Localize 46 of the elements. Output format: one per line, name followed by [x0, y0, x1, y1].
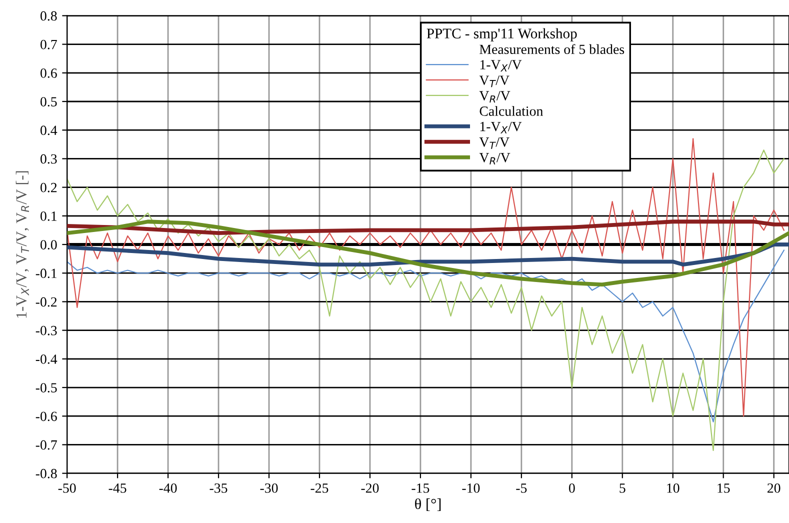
legend-label: V$_{T}$/V — [479, 137, 510, 149]
x-tick-label: -50 — [58, 483, 76, 493]
annotation: Calculation — [480, 106, 543, 116]
legend-title: PPTC - smp'11 Workshop — [426, 28, 577, 42]
x-tick-label: -30 — [260, 483, 278, 493]
y-tick-label: 0.4 — [40, 126, 58, 136]
x-tick-label: 5 — [620, 484, 626, 493]
legend-label: V$_{R}$/V — [479, 91, 510, 103]
y-tick-label: 0.2 — [40, 182, 57, 192]
x-tick-label: -35 — [210, 483, 228, 493]
line-series — [67, 220, 789, 236]
y-tick-label: 0.8 — [40, 11, 57, 21]
x-tick-label: -40 — [159, 483, 177, 493]
y-tick-label: -0.6 — [36, 412, 57, 422]
x-axis-title: θ [°] — [415, 498, 441, 512]
y-tick-label: 0.1 — [40, 211, 57, 221]
legend-label: 1-V$_{X}$/V — [480, 60, 522, 72]
line-series — [67, 242, 789, 266]
y-tick-label: -0.1 — [36, 268, 57, 278]
y-tick-label: -0.7 — [36, 440, 57, 450]
legend-label: 1-V$_{X}$/V — [480, 122, 522, 134]
y-tick-label: -0.8 — [36, 468, 57, 478]
x-tick-label: -15 — [412, 484, 430, 493]
y-tick-label: 0.0 — [40, 240, 57, 250]
y-tick-label: 0.7 — [40, 40, 57, 50]
y-tick-label: -0.2 — [36, 297, 57, 307]
y-tick-label: 0.3 — [40, 154, 57, 164]
y-tick-label: -0.5 — [36, 383, 57, 393]
x-tick-label: -20 — [361, 483, 379, 493]
y-tick-label: -0.3 — [36, 326, 57, 336]
y-tick-label: 0.6 — [40, 68, 57, 78]
x-tick-label: -25 — [310, 483, 328, 493]
x-tick-label: -10 — [462, 483, 480, 493]
y-tick-label: 0.5 — [40, 97, 57, 107]
x-tick-label: 10 — [667, 483, 680, 493]
x-tick-label: 15 — [718, 484, 730, 493]
x-tick-label: -5 — [516, 484, 527, 493]
y-axis-title: 1-V$_{X}$/V, V$_{T}$/V, V$_{R}$/V [-] — [16, 171, 29, 318]
line-series — [67, 250, 785, 422]
y-tick-label: -0.4 — [36, 354, 58, 364]
annotation: Measurements of 5 blades — [480, 44, 624, 54]
x-tick-label: 0 — [568, 483, 575, 493]
legend-label: V$_{T}$/V — [479, 76, 510, 88]
legend-label: V$_{R}$/V — [479, 152, 510, 164]
x-tick-label: 20 — [768, 483, 780, 493]
x-tick-label: -45 — [108, 484, 126, 493]
